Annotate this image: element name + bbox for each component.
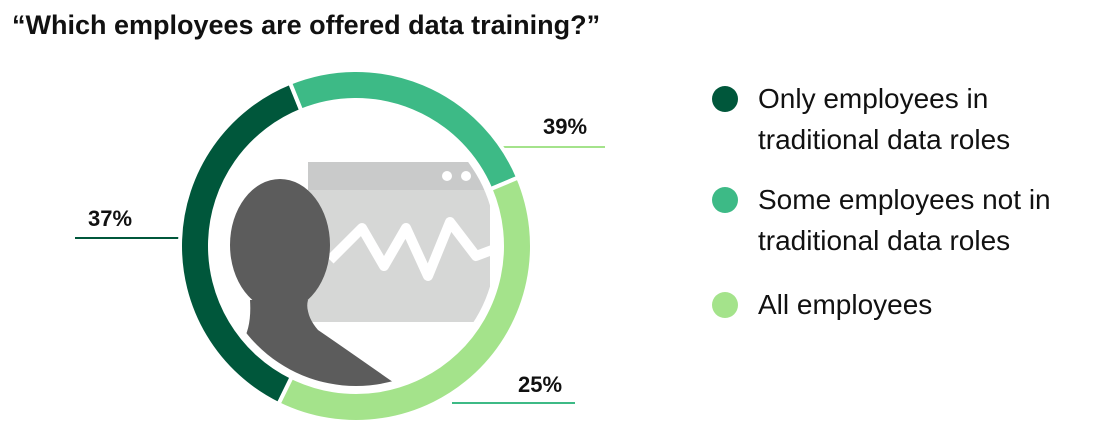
legend-item: Some employees not in traditional data r… — [712, 179, 1112, 261]
value-label: 37% — [88, 206, 132, 231]
leader-lines — [75, 146, 605, 404]
legend-label: Only employees in traditional data roles — [758, 83, 1011, 155]
legend-label: All employees — [758, 289, 933, 320]
legend-swatch — [712, 292, 738, 318]
donut-slice — [275, 174, 534, 424]
legend-label: Some employees not in traditional data r… — [758, 184, 1051, 256]
legend-item: Only employees in traditional data roles — [712, 78, 1112, 160]
chart-title: “Which employees are offered data traini… — [12, 10, 601, 40]
center-icon — [216, 106, 496, 386]
value-label: 39% — [543, 114, 587, 139]
legend-item: All employees — [712, 284, 1112, 325]
legend-swatch — [712, 86, 738, 112]
legend-swatch — [712, 187, 738, 213]
value-label: 25% — [518, 372, 562, 397]
donut — [178, 68, 534, 424]
